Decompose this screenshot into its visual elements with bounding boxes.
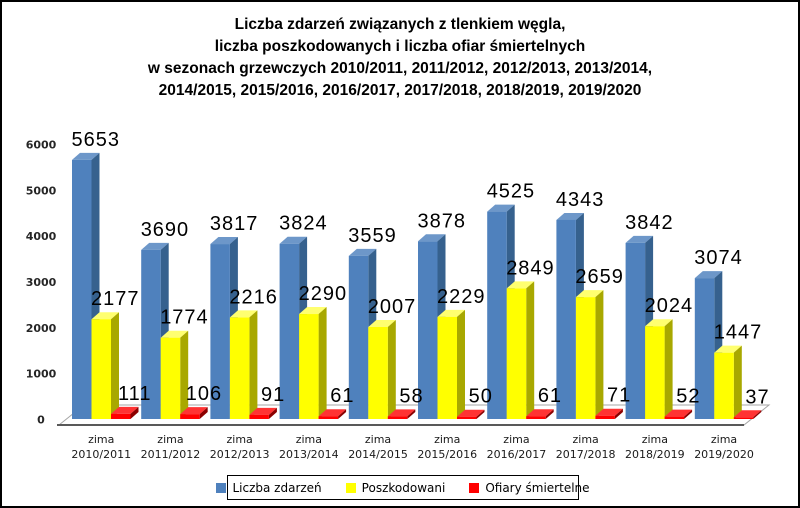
y-axis-tick-label: 6000 xyxy=(26,139,57,152)
y-axis-tick-label: 5000 xyxy=(26,184,57,197)
bar-ofiary-smiertelne-4 xyxy=(387,409,416,419)
bar-ofiary-smiertelne-8 xyxy=(664,409,693,419)
data-label-ofiary-smiertelne-5: 50 xyxy=(469,386,493,408)
data-label-ofiary-smiertelne-1: 106 xyxy=(186,383,222,405)
legend-item-poszkodowani: Poszkodowani xyxy=(345,480,446,495)
x-axis-label-season-0: 2010/2011 xyxy=(71,448,131,461)
y-axis-tick-label: 1000 xyxy=(26,368,57,381)
title-line-3: w sezonach grzewczych 2010/2011, 2011/20… xyxy=(147,60,653,77)
x-axis-label-prefix-5: zima xyxy=(434,433,460,446)
y-axis-tick-label: 0 xyxy=(37,414,45,427)
legend-label-liczba-zdarzen: Liczba zdarzeń xyxy=(232,480,322,495)
data-label-poszkodowani-3: 2290 xyxy=(299,283,348,305)
data-label-poszkodowani-6: 2849 xyxy=(506,257,555,279)
data-label-ofiary-smiertelne-6: 61 xyxy=(538,385,562,407)
data-label-ofiary-smiertelne-2: 91 xyxy=(261,384,285,406)
data-label-liczba-zdarzen-2: 3817 xyxy=(210,213,259,235)
bar-poszkodowani-3 xyxy=(299,307,327,419)
x-axis-label-prefix-4: zima xyxy=(365,433,391,446)
data-label-ofiary-smiertelne-7: 71 xyxy=(607,385,631,407)
title-line-4: 2014/2015, 2015/2016, 2016/2017, 2017/20… xyxy=(158,82,642,99)
data-label-poszkodowani-2: 2216 xyxy=(229,286,278,308)
data-label-liczba-zdarzen-9: 3074 xyxy=(694,247,743,269)
x-axis-label-season-7: 2017/2018 xyxy=(556,448,616,461)
legend-item-ofiary-smiertelne: Ofiary śmiertelne xyxy=(469,480,590,495)
legend-item-liczba-zdarzen: Liczba zdarzeń xyxy=(216,480,322,495)
title-line-1: Liczba zdarzeń związanych z tlenkiem węg… xyxy=(234,16,566,33)
x-axis-label-prefix-9: zima xyxy=(711,433,737,446)
legend-swatch-red-icon xyxy=(469,482,480,493)
data-label-liczba-zdarzen-8: 3842 xyxy=(625,212,674,234)
data-label-ofiary-smiertelne-0: 111 xyxy=(118,383,151,405)
bar-ofiary-smiertelne-3 xyxy=(318,409,347,419)
x-axis-label-season-4: 2014/2015 xyxy=(348,448,408,461)
title-line-2: liczba poszkodowanych i liczba ofiar śmi… xyxy=(214,38,586,55)
bar-poszkodowani-1 xyxy=(160,330,189,419)
data-label-poszkodowani-1: 1774 xyxy=(160,307,209,329)
x-axis-label-season-9: 2019/2020 xyxy=(694,448,754,461)
x-axis-label-prefix-2: zima xyxy=(227,433,253,446)
bar-poszkodowani-2 xyxy=(229,310,258,419)
bar-poszkodowani-9 xyxy=(714,345,742,419)
legend-swatch-yellow-icon xyxy=(345,482,356,493)
data-label-liczba-zdarzen-4: 3559 xyxy=(348,225,397,247)
data-label-liczba-zdarzen-6: 4525 xyxy=(487,181,536,203)
y-axis-tick-label: 2000 xyxy=(26,322,57,335)
bar-poszkodowani-4 xyxy=(368,320,396,419)
legend: Liczba zdarzeń Poszkodowani Ofiary śmier… xyxy=(216,475,590,500)
bar-poszkodowani-7 xyxy=(575,290,604,419)
bar-poszkodowani-5 xyxy=(437,309,465,419)
data-label-ofiary-smiertelne-8: 52 xyxy=(676,386,700,408)
x-axis-label-prefix-8: zima xyxy=(642,433,668,446)
data-label-liczba-zdarzen-7: 4343 xyxy=(556,189,605,211)
data-label-liczba-zdarzen-3: 3824 xyxy=(279,213,328,235)
x-axis-label-prefix-1: zima xyxy=(157,433,183,446)
y-axis-tick-label: 3000 xyxy=(26,276,57,289)
bar-ofiary-smiertelne-6 xyxy=(526,409,554,419)
data-label-ofiary-smiertelne-3: 61 xyxy=(330,385,354,407)
data-label-liczba-zdarzen-5: 3878 xyxy=(418,210,467,232)
data-label-poszkodowani-7: 2659 xyxy=(575,266,624,288)
data-label-ofiary-smiertelne-9: 37 xyxy=(745,386,769,408)
x-axis-label-season-8: 2018/2019 xyxy=(625,448,685,461)
data-label-poszkodowani-0: 2177 xyxy=(91,288,140,310)
bar-ofiary-smiertelne-7 xyxy=(595,408,623,419)
bar-poszkodowani-0 xyxy=(91,312,119,419)
bar-ofiary-smiertelne-5 xyxy=(457,409,485,419)
bar-ofiary-smiertelne-0 xyxy=(111,406,139,419)
chart-canvas: 0 1000 2000 3000 4000 5000 6000 5653 2177 111 3690… xyxy=(26,129,771,461)
bar-ofiary-smiertelne-1 xyxy=(180,407,208,419)
bar-ofiary-smiertelne-2 xyxy=(249,407,277,419)
x-axis-label-prefix-6: zima xyxy=(503,433,529,446)
legend-swatch-blue-icon xyxy=(216,482,227,493)
y-axis-tick-label: 4000 xyxy=(26,230,57,243)
x-axis-label-prefix-7: zima xyxy=(573,433,599,446)
data-label-liczba-zdarzen-0: 5653 xyxy=(72,129,121,151)
bar-ofiary-smiertelne-9 xyxy=(733,410,762,419)
legend-label-ofiary-smiertelne: Ofiary śmiertelne xyxy=(485,480,590,495)
x-axis-label-prefix-3: zima xyxy=(296,433,322,446)
x-axis-label-season-5: 2015/2016 xyxy=(417,448,477,461)
legend-label-poszkodowani: Poszkodowani xyxy=(361,480,446,495)
x-axis-label-season-6: 2016/2017 xyxy=(487,448,547,461)
data-label-poszkodowani-5: 2229 xyxy=(437,286,486,308)
x-axis-label-season-1: 2011/2012 xyxy=(141,448,201,461)
x-axis-label-prefix-0: zima xyxy=(88,433,114,446)
data-label-ofiary-smiertelne-4: 58 xyxy=(399,385,423,407)
data-label-liczba-zdarzen-1: 3690 xyxy=(141,219,190,241)
data-label-poszkodowani-9: 1447 xyxy=(714,322,763,344)
data-label-poszkodowani-8: 2024 xyxy=(645,295,694,317)
bar-poszkodowani-8 xyxy=(645,319,673,419)
x-axis-label-season-3: 2013/2014 xyxy=(279,448,339,461)
bar-poszkodowani-6 xyxy=(506,281,535,419)
chart-title: Liczba zdarzeń związanych z tlenkiem węg… xyxy=(2,14,798,102)
data-label-poszkodowani-4: 2007 xyxy=(368,296,417,318)
x-axis-label-season-2: 2012/2013 xyxy=(210,448,270,461)
